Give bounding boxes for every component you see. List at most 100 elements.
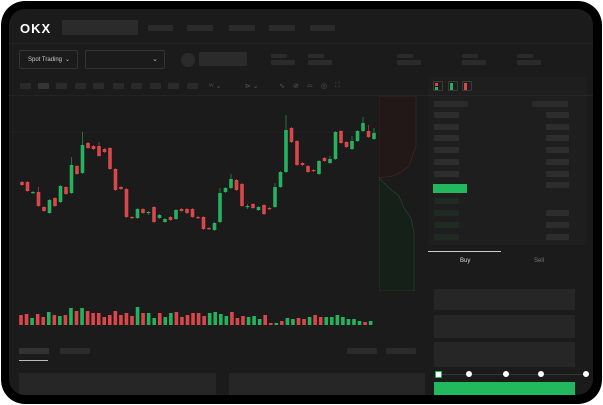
total-input[interactable] [434, 342, 575, 367]
nav-item[interactable] [148, 25, 173, 31]
candle-body [135, 209, 140, 218]
volume-bar [263, 315, 267, 325]
indicator-icon[interactable]: ᵛᵛ ⌄ [209, 83, 222, 90]
timeframe-button[interactable] [113, 83, 124, 89]
bid-price [434, 210, 459, 216]
search-bar[interactable] [62, 20, 138, 35]
timeframe-button[interactable] [38, 83, 49, 89]
candle-body [311, 170, 316, 172]
timeframe-button[interactable] [168, 83, 179, 89]
bottom-card [19, 373, 216, 395]
ask-size [546, 159, 569, 165]
amount-input[interactable] [434, 315, 575, 338]
tab-open-orders[interactable] [19, 348, 49, 354]
volume-bar [207, 313, 212, 325]
candle-body [64, 187, 68, 194]
orderbook-bids-icon[interactable] [448, 81, 458, 91]
tab-sell[interactable]: Sell [534, 258, 545, 264]
candle-body [284, 130, 288, 172]
slider-stop-50[interactable] [503, 371, 509, 377]
chevron-down-icon: ⌄ [152, 56, 158, 63]
tab-order-history[interactable] [60, 348, 90, 354]
volume-bar [313, 315, 317, 325]
ruler-icon[interactable]: ⊘ [293, 83, 299, 90]
volume-bar [157, 313, 162, 325]
candle-body [355, 131, 360, 141]
candle-body [75, 166, 79, 174]
volume-bar [96, 313, 101, 325]
candle-body [20, 182, 24, 185]
bottom-action[interactable] [386, 348, 416, 354]
ask-price [434, 124, 459, 130]
slider-stop-75[interactable] [538, 371, 544, 377]
tab-buy[interactable]: Buy [460, 258, 471, 264]
volume-bar [91, 313, 95, 325]
volume-bar [174, 312, 179, 325]
slider-stop-100[interactable] [583, 371, 589, 377]
ask-size [546, 112, 569, 118]
candle-body [278, 172, 283, 187]
nav-item[interactable] [310, 25, 335, 31]
volume-bar [280, 321, 284, 325]
volume-bar [246, 317, 251, 325]
volume-bar [346, 319, 351, 325]
line-chart-icon[interactable]: ∿ [279, 83, 285, 90]
slider-stop-25[interactable] [466, 371, 472, 377]
ask-size [546, 182, 569, 188]
candle-body [229, 179, 233, 188]
volume-bar [108, 315, 112, 325]
buy-button[interactable] [434, 382, 575, 395]
volume-bar [274, 323, 279, 325]
stat-label [397, 54, 413, 58]
orderbook-both-icon[interactable] [433, 81, 443, 91]
candlestick-chart[interactable] [9, 9, 429, 339]
spot-trading-select[interactable]: Spot Trading ⌄ [19, 50, 78, 69]
candle-body [317, 161, 321, 174]
timeframe-button[interactable] [20, 83, 31, 89]
bottom-action[interactable] [347, 348, 377, 354]
candle-body [119, 187, 123, 189]
drawing-icon[interactable]: ⊳ ⌄ [245, 83, 259, 90]
timeframe-button[interactable] [75, 83, 86, 89]
candle-body [31, 192, 35, 194]
candle-body [256, 207, 261, 210]
timeframe-button[interactable] [93, 83, 104, 89]
volume-bar [252, 316, 256, 325]
nav-item[interactable] [187, 25, 213, 31]
candle-body [350, 141, 354, 149]
stat-label [308, 54, 324, 58]
volume-bar [24, 314, 29, 325]
pair-select[interactable]: ⌄ [85, 50, 165, 69]
candle-body [163, 219, 167, 222]
depth-asks-area [379, 96, 417, 179]
magnet-icon[interactable]: ⌓ [307, 82, 313, 89]
candle-body [157, 215, 162, 218]
slider-handle[interactable] [435, 371, 442, 378]
nav-item[interactable] [269, 25, 295, 31]
volume-bar [58, 316, 62, 325]
candle-body [130, 217, 134, 219]
candle-body [36, 192, 41, 206]
slider-track[interactable] [439, 374, 589, 375]
price-input[interactable] [434, 289, 575, 310]
fullscreen-icon[interactable]: ⛶ [335, 82, 340, 89]
volume-bar [285, 318, 290, 325]
timeframe-button[interactable] [131, 83, 142, 89]
bid-size [546, 222, 569, 228]
ask-price [434, 171, 459, 177]
candle-body [339, 131, 343, 143]
orderbook-asks-icon[interactable] [462, 81, 472, 91]
volume-bar [335, 315, 340, 325]
candle-body [91, 146, 96, 149]
stat-label [271, 54, 287, 58]
candle-body [108, 148, 112, 169]
nav-item[interactable] [229, 25, 255, 31]
volume-bar [63, 315, 68, 325]
settings-icon[interactable]: ◎ [321, 83, 328, 90]
timeframe-button[interactable] [150, 83, 161, 89]
candle-body [97, 146, 101, 156]
candle-body [69, 165, 74, 193]
timeframe-button[interactable] [187, 83, 198, 89]
bid-size [546, 210, 569, 216]
timeframe-button[interactable] [56, 83, 67, 89]
